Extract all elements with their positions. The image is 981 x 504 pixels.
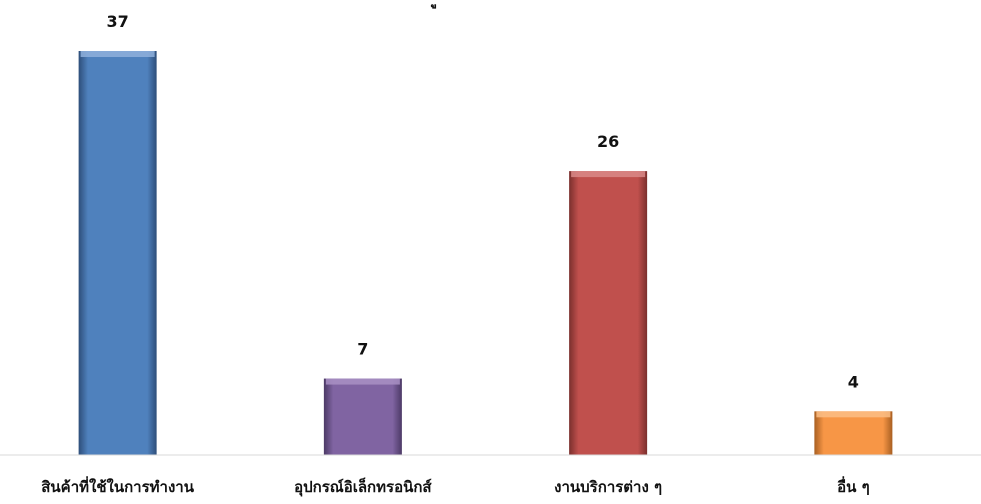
bar-1 <box>323 378 402 455</box>
value-label-3: 4 <box>848 372 859 391</box>
bar-top-bevel-1 <box>325 378 400 385</box>
bar-top-bevel-0 <box>80 51 155 57</box>
category-labels-layer: สินค้าที่ใช้ในการทำงาน อุปกรณ์อิเล็กทรอนิ… <box>41 476 869 497</box>
bar-2 <box>569 171 648 456</box>
category-label-0: สินค้าที่ใช้ในการทำงาน <box>41 476 194 496</box>
bar-top-bevel-3 <box>816 411 891 418</box>
category-label-1: อุปกรณ์อิเล็กทรอนิกส์ <box>294 477 432 497</box>
value-label-2: 26 <box>597 132 619 151</box>
bar-0 <box>78 51 157 455</box>
category-label-2: งานบริการต่าง ๆ <box>554 478 662 496</box>
value-labels-layer: 37 7 26 4 <box>106 12 858 391</box>
value-label-0: 37 <box>106 12 128 31</box>
category-label-3: อื่น ๆ <box>837 476 870 496</box>
value-label-1: 7 <box>357 340 368 359</box>
chart-title-fragment: ู้ <box>430 0 437 10</box>
bar-3 <box>814 411 893 455</box>
bar-top-bevel-2 <box>571 171 646 178</box>
bars-layer <box>78 51 893 456</box>
